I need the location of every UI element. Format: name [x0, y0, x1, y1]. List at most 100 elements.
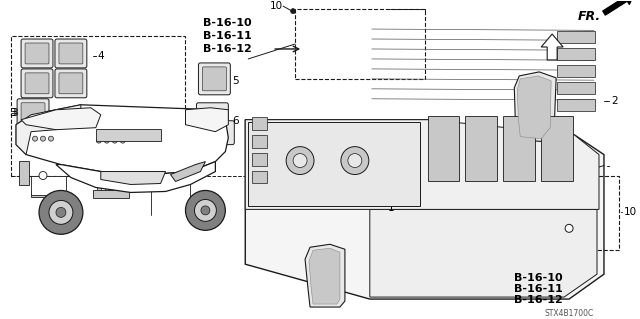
- Bar: [31, 175, 66, 196]
- Circle shape: [49, 136, 54, 141]
- Polygon shape: [113, 181, 116, 190]
- Text: 3: 3: [9, 108, 16, 118]
- Text: B-16-12: B-16-12: [515, 295, 563, 305]
- Bar: [557, 82, 595, 94]
- Text: B-16-11: B-16-11: [204, 31, 252, 41]
- Text: B-16-11: B-16-11: [515, 284, 563, 294]
- Polygon shape: [248, 122, 420, 206]
- FancyBboxPatch shape: [21, 103, 45, 124]
- Text: B-16-10: B-16-10: [515, 273, 563, 283]
- Polygon shape: [93, 190, 129, 198]
- Circle shape: [341, 147, 369, 174]
- Circle shape: [195, 199, 216, 221]
- Bar: [252, 152, 267, 166]
- Text: B-16-10: B-16-10: [204, 18, 252, 28]
- Text: 8: 8: [108, 141, 114, 151]
- Polygon shape: [21, 108, 100, 130]
- FancyBboxPatch shape: [21, 39, 53, 68]
- Polygon shape: [245, 120, 604, 299]
- FancyBboxPatch shape: [59, 43, 83, 64]
- Text: STX4B1700C: STX4B1700C: [545, 308, 594, 317]
- Text: 2: 2: [611, 96, 618, 106]
- Polygon shape: [541, 34, 563, 60]
- Bar: [19, 160, 29, 185]
- Bar: [252, 171, 267, 183]
- Polygon shape: [309, 248, 340, 304]
- Text: B-16-12: B-16-12: [204, 44, 252, 54]
- FancyBboxPatch shape: [196, 103, 228, 127]
- Bar: [96, 129, 161, 141]
- Circle shape: [40, 136, 45, 141]
- Polygon shape: [105, 181, 109, 190]
- Polygon shape: [121, 181, 125, 190]
- FancyBboxPatch shape: [198, 63, 230, 95]
- Bar: [557, 99, 595, 111]
- Polygon shape: [41, 182, 45, 191]
- Bar: [509, 175, 619, 250]
- FancyBboxPatch shape: [59, 73, 83, 94]
- Polygon shape: [16, 105, 81, 155]
- Polygon shape: [16, 105, 228, 174]
- Polygon shape: [56, 161, 216, 192]
- Circle shape: [291, 9, 296, 14]
- Polygon shape: [186, 108, 228, 132]
- Circle shape: [56, 207, 66, 217]
- Text: FR.: FR.: [578, 10, 601, 23]
- Circle shape: [120, 138, 125, 143]
- FancyArrow shape: [603, 0, 634, 15]
- Polygon shape: [170, 161, 205, 182]
- Polygon shape: [370, 209, 597, 297]
- FancyBboxPatch shape: [25, 43, 49, 64]
- Polygon shape: [245, 120, 599, 209]
- Text: 10: 10: [624, 207, 637, 217]
- Polygon shape: [305, 244, 345, 307]
- Polygon shape: [515, 72, 556, 142]
- Circle shape: [565, 224, 573, 232]
- Circle shape: [96, 138, 101, 143]
- Bar: [465, 116, 497, 181]
- Polygon shape: [517, 76, 551, 139]
- Bar: [252, 117, 267, 130]
- Circle shape: [348, 153, 362, 167]
- Text: 9: 9: [152, 144, 159, 154]
- Circle shape: [201, 206, 210, 215]
- Circle shape: [39, 190, 83, 234]
- Bar: [11, 36, 186, 175]
- Bar: [428, 116, 460, 181]
- FancyBboxPatch shape: [55, 39, 87, 68]
- Circle shape: [293, 153, 307, 167]
- Bar: [557, 65, 595, 77]
- Text: 6: 6: [232, 116, 239, 126]
- Text: 4: 4: [98, 51, 104, 61]
- FancyBboxPatch shape: [202, 67, 227, 91]
- Polygon shape: [49, 182, 53, 191]
- Bar: [541, 116, 573, 181]
- Bar: [557, 48, 595, 60]
- FancyBboxPatch shape: [17, 99, 49, 128]
- Circle shape: [49, 200, 73, 224]
- Circle shape: [286, 147, 314, 174]
- Circle shape: [39, 172, 47, 180]
- Text: 1: 1: [388, 204, 394, 213]
- FancyBboxPatch shape: [21, 69, 53, 98]
- Bar: [252, 135, 267, 148]
- FancyBboxPatch shape: [202, 121, 234, 145]
- Text: 5: 5: [232, 76, 239, 86]
- Bar: [503, 116, 535, 181]
- Text: 10: 10: [270, 1, 283, 11]
- Bar: [295, 9, 424, 79]
- Bar: [557, 31, 595, 43]
- Polygon shape: [33, 182, 37, 191]
- Text: 3: 3: [11, 108, 18, 118]
- Circle shape: [186, 190, 225, 230]
- FancyBboxPatch shape: [25, 73, 49, 94]
- FancyBboxPatch shape: [55, 69, 87, 98]
- Polygon shape: [100, 172, 166, 184]
- Circle shape: [33, 136, 38, 141]
- Polygon shape: [31, 191, 55, 197]
- FancyBboxPatch shape: [141, 124, 170, 148]
- Circle shape: [104, 138, 109, 143]
- Polygon shape: [97, 181, 100, 190]
- Circle shape: [112, 138, 117, 143]
- Text: 7: 7: [36, 141, 42, 151]
